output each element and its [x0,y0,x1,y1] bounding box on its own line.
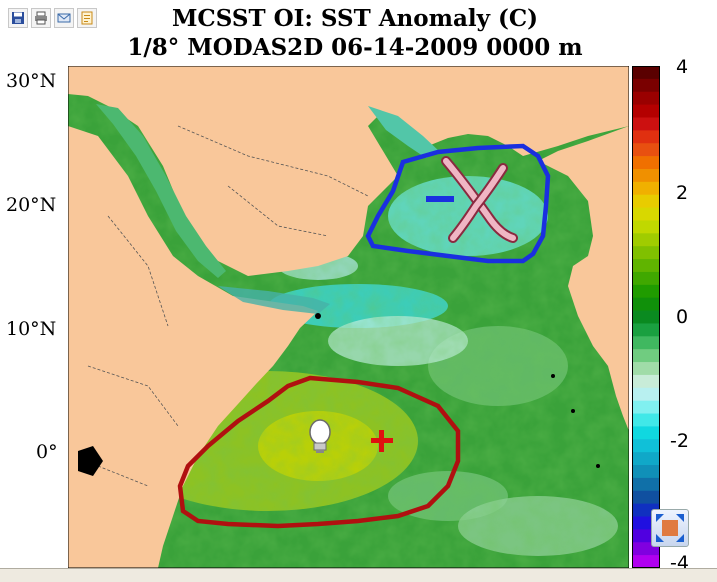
colorbar-swatch [632,207,660,221]
map-subtitle: 1/8° MODAS2D 06-14-2009 0000 m [127,34,583,61]
zoom-expand-button[interactable] [651,509,689,547]
colorbar-swatch [632,362,660,376]
gulf-of-aden [218,286,330,314]
colorbar-swatch [632,452,660,466]
colorbar-swatch [632,66,660,80]
print-preview-icon [81,11,93,25]
colorbar-swatch [632,555,660,568]
toolbar [8,8,97,28]
colorbar-swatch [632,323,660,337]
colorbar-swatch [632,246,660,260]
negative-anomaly-outline [365,143,551,264]
positive-anomaly-outline [177,375,461,529]
colorbar-swatch [632,465,660,479]
persian-gulf [368,106,440,158]
colorbar-swatch [632,194,660,209]
colorbar-tick-label: -2 [670,430,689,452]
colorbar-swatch [632,130,660,144]
colorbar-border [632,66,660,568]
colorbar-swatch [632,168,660,183]
colorbar-swatch [632,259,660,273]
print-icon [35,11,47,25]
save-icon [12,12,24,24]
land-iran-pakistan [478,66,629,136]
colorbar-swatch [632,490,660,505]
print-preview-button[interactable] [77,8,97,28]
sst-anomaly-map [68,66,629,568]
islands [78,313,600,476]
save-button[interactable] [8,8,28,28]
colorbar-swatch [632,117,660,131]
colorbar-swatch [632,233,660,247]
colorbar [632,66,660,568]
colorbar-swatch [632,387,660,402]
print-button[interactable] [31,8,51,28]
colorbar-swatch [632,413,660,427]
colorbar-swatch [632,91,660,106]
colorbar-swatch [632,297,660,312]
colorbar-swatch [632,426,660,440]
colorbar-swatch [632,310,660,324]
positive-symbol [371,430,393,452]
colorbar-tick-label: 4 [676,56,689,78]
colorbar-swatch [632,104,660,118]
land-india [538,126,629,431]
email-icon [57,13,71,23]
email-button[interactable] [54,8,74,28]
country-borders [87,125,369,487]
colorbar-swatch [632,78,660,93]
colorbar-tick-label: 0 [676,306,689,328]
lightbulb-icon [309,419,331,453]
negative-symbol [426,196,454,202]
colorbar-swatch [632,336,660,350]
colorbar-swatch [632,220,660,234]
colorbar-swatch [632,477,660,492]
colorbar-swatch [632,349,660,363]
lat-label-30n: 30°N [6,70,57,92]
lat-label-10n: 10°N [6,318,57,340]
colorbar-swatch [632,143,660,157]
colorbar-swatch [632,181,660,196]
red-sea [96,104,226,278]
colorbar-swatch [632,374,660,389]
colorbar-swatch [632,439,660,453]
colorbar-swatch [632,271,660,286]
status-bar [0,568,717,582]
land-africa [68,126,318,568]
zoom-expand-icon [656,514,684,542]
map-title: MCSST OI: SST Anomaly (C) [171,5,539,32]
colorbar-tick-label: 2 [676,182,689,204]
lat-label-20n: 20°N [6,194,57,216]
colorbar-swatch [632,400,660,415]
colorbar-swatch [632,156,660,170]
lat-label-0: 0° [36,441,58,463]
x-icon [441,156,518,243]
colorbar-swatch [632,284,660,299]
